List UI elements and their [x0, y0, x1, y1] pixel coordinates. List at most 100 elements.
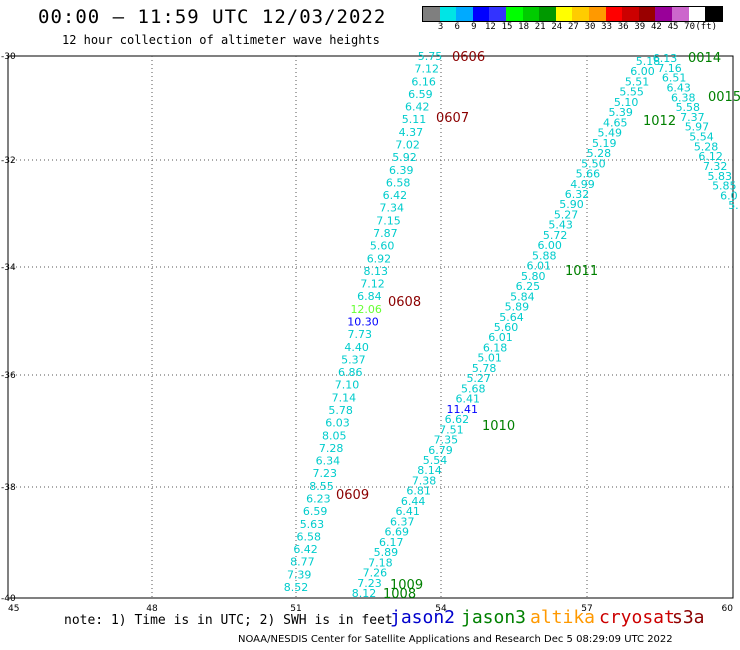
- track-a-value: 6.58: [297, 530, 322, 543]
- color-scale-label: 70: [684, 22, 696, 32]
- track-c-value: 5.83: [708, 170, 733, 183]
- track-a-value: 7.02: [395, 139, 420, 152]
- color-scale-label: 3: [437, 22, 444, 32]
- legend-jason3: jason3: [461, 607, 527, 628]
- track-a-value: 5.11: [402, 113, 427, 126]
- track-b-value: 5.80: [521, 270, 546, 283]
- track-b-value: 5.50: [581, 157, 606, 170]
- track-b-value: 5.66: [576, 168, 601, 181]
- track-a-value: 6.92: [367, 252, 392, 265]
- color-swatch: [671, 7, 689, 21]
- track-a-value: 6.16: [411, 75, 436, 88]
- color-swatch: [605, 7, 623, 21]
- track-b-value: 5.28: [587, 147, 612, 160]
- color-scale-label: 12: [484, 22, 496, 32]
- color-scale-label: 21: [534, 22, 546, 32]
- track-c-value: 6.43: [666, 81, 691, 94]
- track-b-value: 6.25: [516, 280, 541, 293]
- track-b-value: 6.18: [483, 341, 508, 354]
- track-a-value: 6.86: [338, 366, 363, 379]
- pass-time-label: 1012: [643, 114, 676, 129]
- track-b-value: 6.00: [537, 239, 562, 252]
- track-a-value: 10.30: [347, 316, 379, 329]
- track-b-value: 6.41: [456, 393, 481, 406]
- track-b-value: 7.26: [363, 567, 388, 580]
- track-b-value: 5.64: [499, 311, 524, 324]
- track-b-value: 5.39: [608, 106, 633, 119]
- track-c-value: 5.: [728, 199, 739, 212]
- color-scale-label: (ft): [695, 22, 718, 32]
- color-swatch: [505, 7, 523, 21]
- track-c-value: 5.85: [712, 180, 737, 193]
- track-c-value: 6.0: [720, 189, 738, 202]
- longitude-tick-label: 48: [146, 604, 158, 614]
- track-a-value: 5.92: [392, 151, 417, 164]
- track-c-value: 7.37: [680, 111, 705, 124]
- track-b-value: 5.49: [598, 127, 623, 140]
- track-b-value: 7.18: [368, 556, 393, 569]
- track-b-value: 6.62: [445, 413, 470, 426]
- legend-cryosat: cryosat: [599, 607, 675, 628]
- longitude-tick-label: 57: [581, 604, 592, 614]
- track-c-value: 6.51: [662, 72, 687, 85]
- pass-time-label: 1008: [383, 587, 416, 602]
- pass-time-label: 1010: [482, 419, 515, 434]
- track-a-value: 6.58: [386, 176, 411, 189]
- longitude-tick-label: 51: [290, 604, 301, 614]
- pass-time-label: 0015: [708, 90, 740, 105]
- track-a-value: 7.39: [287, 568, 312, 581]
- color-swatch: [638, 7, 656, 21]
- color-swatch: [588, 7, 606, 21]
- pass-time-label: 0014: [688, 51, 721, 66]
- map-title: 00:00 – 11:59 UTC 12/03/2022: [38, 6, 387, 28]
- track-b-value: 5.72: [543, 229, 568, 242]
- map-frame: [7, 55, 734, 599]
- track-b-value: 7.38: [412, 474, 437, 487]
- track-b-value: 6.00: [630, 65, 655, 78]
- track-b-value: 5.89: [505, 301, 530, 314]
- color-scale-label: 6: [454, 22, 460, 32]
- color-scale-label: 18: [518, 22, 530, 32]
- color-scale-label: 27: [567, 22, 579, 32]
- pass-time-label: 1009: [390, 578, 423, 593]
- track-a-value: 6.84: [357, 290, 382, 303]
- longitude-tick-label: 54: [435, 604, 447, 614]
- color-swatch: [456, 7, 473, 21]
- track-c-value: 7.32: [703, 160, 728, 173]
- pass-time-label: 0608: [388, 295, 421, 310]
- track-b-value: 7.23: [357, 577, 382, 590]
- color-swatch: [472, 7, 490, 21]
- track-a-value: 7.15: [376, 214, 401, 227]
- track-a-value: 5.60: [370, 240, 395, 253]
- track-b-value: 5.78: [472, 362, 497, 375]
- color-swatch: [705, 7, 722, 21]
- color-scale-label: 30: [584, 22, 596, 32]
- track-a-value: 6.42: [383, 189, 408, 202]
- track-a-value: 5.37: [341, 353, 366, 366]
- track-b-value: 7.51: [439, 423, 464, 436]
- pass-time-label: 0607: [436, 111, 469, 126]
- color-swatch: [688, 7, 706, 21]
- track-b-value: 6.41: [395, 505, 420, 518]
- track-b-value: 5.54: [423, 454, 448, 467]
- track-b-value: 6.37: [390, 515, 415, 528]
- footer-credit: NOAA/NESDIS Center for Satellite Applica…: [238, 634, 673, 645]
- track-c-value: 5.58: [676, 101, 701, 114]
- track-a-value: 4.40: [344, 341, 369, 354]
- color-swatch: [423, 7, 440, 21]
- track-a-value: 7.12: [415, 63, 440, 76]
- track-b-value: 11.41: [447, 403, 479, 416]
- track-c-value: 5.54: [689, 131, 714, 144]
- track-a-value: 4.37: [399, 126, 424, 139]
- track-a-value: 6.59: [408, 88, 433, 101]
- latitude-tick-label: -32: [1, 156, 16, 166]
- track-b-value: 5.90: [559, 198, 584, 211]
- track-a-value: 8.13: [364, 265, 389, 278]
- track-b-value: 5.27: [466, 372, 491, 385]
- latitude-tick-label: -30: [1, 52, 16, 62]
- latitude-tick-label: -38: [1, 483, 16, 493]
- track-a-value: 7.34: [379, 202, 404, 215]
- longitude-tick-label: 45: [8, 604, 19, 614]
- track-c-value: 5.28: [694, 140, 719, 153]
